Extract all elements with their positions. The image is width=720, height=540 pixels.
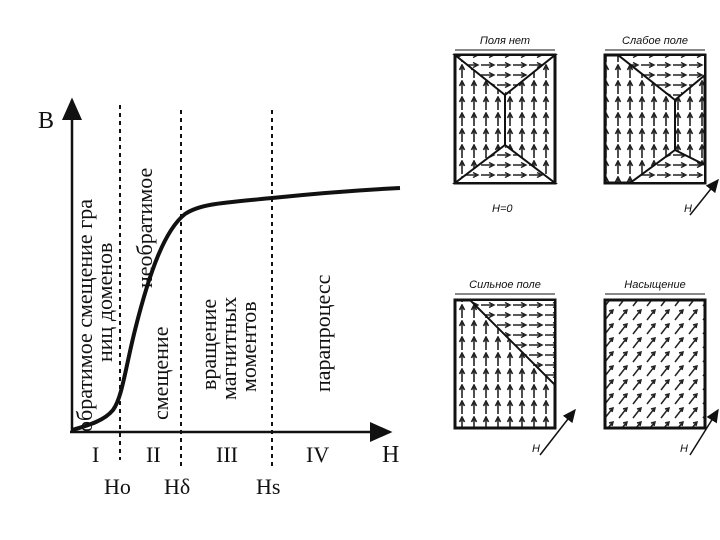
domain-panels: Поля нет H=0 Слабое поле H Сильное поле <box>452 35 719 456</box>
panel-title: Сильное поле <box>469 279 541 291</box>
magnetization-curve <box>71 186 401 432</box>
region-label: парапроцесс <box>310 274 335 392</box>
field-arrow <box>689 178 719 216</box>
domain-panel: Насыщение H <box>603 279 719 456</box>
panel-title: Поля нет <box>480 35 530 47</box>
region-number: III <box>216 442 238 467</box>
field-label: H=0 <box>492 203 513 215</box>
region-labels: обратимое смещение гра ниц доменов необр… <box>72 168 335 432</box>
region-number: IV <box>306 442 329 467</box>
field-arrow <box>689 408 719 456</box>
field-label: Hs <box>256 474 280 499</box>
region-label: смещение <box>148 327 173 420</box>
field-label: H <box>680 443 688 455</box>
x-axis-label: H <box>382 442 399 468</box>
field-label: H <box>532 443 540 455</box>
domain-panel: Поля нет H=0 <box>452 35 558 215</box>
domain-panel: Сильное поле H <box>453 279 576 456</box>
region-label: магнитных <box>216 297 241 400</box>
region-label: ниц доменов <box>92 243 117 362</box>
domain-panel: Слабое поле H <box>603 35 719 216</box>
domain <box>452 143 558 184</box>
field-label: Hδ <box>164 474 190 499</box>
field-arrow <box>539 408 576 456</box>
region-number: II <box>146 442 161 467</box>
boundaries <box>119 105 273 470</box>
domain <box>452 54 558 97</box>
panel-title: Насыщение <box>624 279 685 291</box>
magnetization-graph: B H I II III IV Ho Hδ Hs обратимое смеще… <box>38 97 401 499</box>
region-label: моментов <box>236 301 261 392</box>
region-label: обратимое смещение гра <box>72 199 97 432</box>
domain <box>467 299 556 388</box>
panel-title: Слабое поле <box>622 35 688 47</box>
region-number: I <box>92 442 99 467</box>
y-axis-label: B <box>38 108 54 134</box>
domain <box>626 148 706 184</box>
region-label: вращение <box>196 299 221 390</box>
field-label: Ho <box>104 474 131 499</box>
domain-square <box>603 298 707 430</box>
field-label: H <box>684 203 692 215</box>
region-label: необратимое <box>132 168 157 288</box>
domain <box>615 54 706 102</box>
